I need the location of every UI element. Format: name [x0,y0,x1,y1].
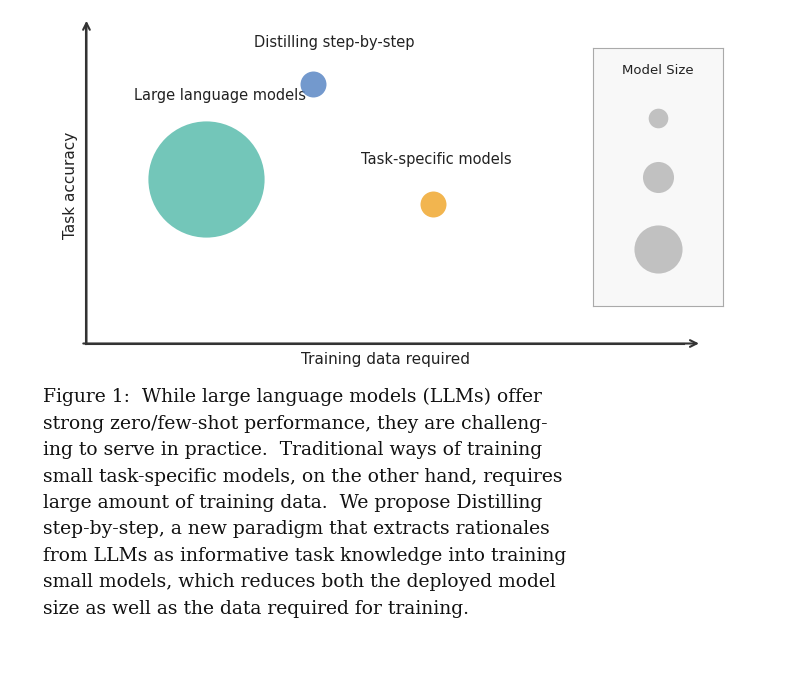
Point [307,79,320,90]
Y-axis label: Task accuracy: Task accuracy [63,132,78,239]
Text: Large language models: Large language models [134,89,307,103]
X-axis label: Training data required: Training data required [300,352,470,367]
Point [200,174,212,185]
Point [652,112,665,123]
Point [427,199,439,210]
Point [652,243,665,254]
Text: Task-specific models: Task-specific models [362,152,512,166]
Text: Distilling step-by-step: Distilling step-by-step [254,34,414,49]
Text: Model Size: Model Size [623,63,694,76]
Text: Figure 1:  While large language models (LLMs) offer
strong zero/few-shot perform: Figure 1: While large language models (L… [43,388,567,618]
Point [652,171,665,182]
